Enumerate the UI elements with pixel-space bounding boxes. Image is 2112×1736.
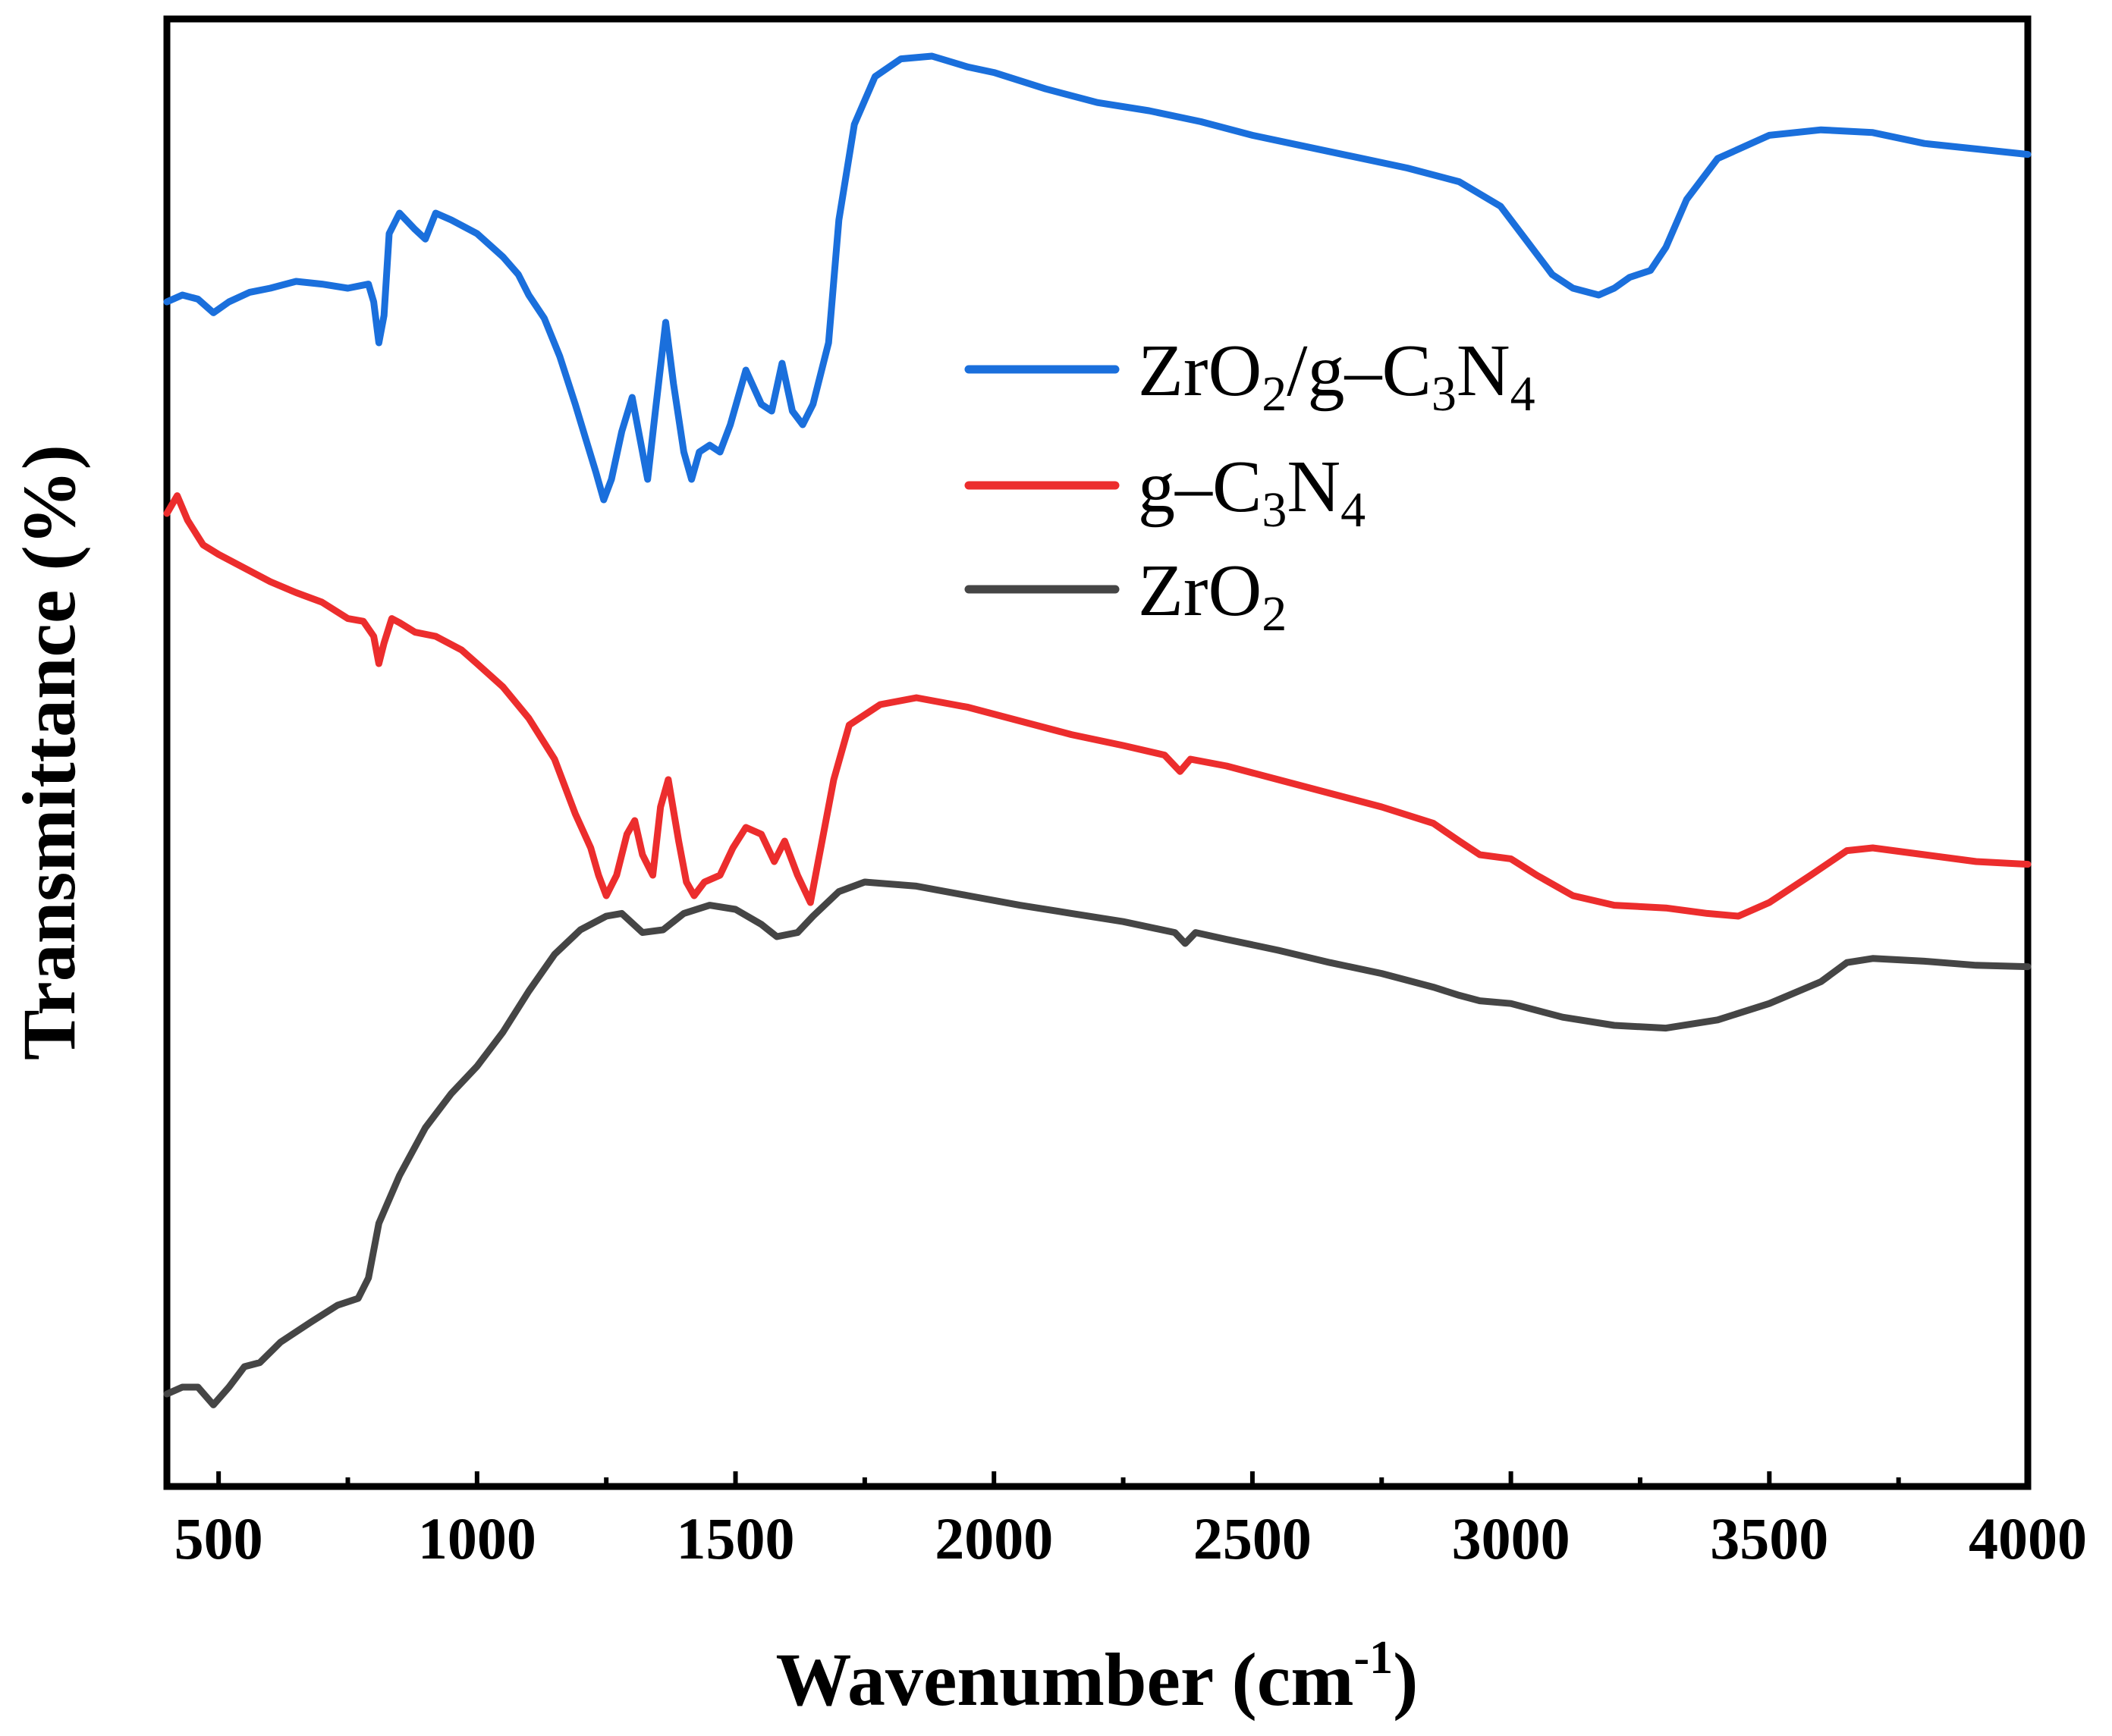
x-tick-label: 500	[174, 1505, 263, 1571]
x-tick-label: 1500	[677, 1505, 795, 1571]
y-axis-title: Transmittance (%)	[7, 444, 91, 1060]
x-tick-label: 3000	[1452, 1505, 1570, 1571]
x-axis-title-superscript: -1	[1354, 1632, 1394, 1684]
x-tick-label: 2500	[1193, 1505, 1312, 1571]
x-tick-label: 1000	[418, 1505, 536, 1571]
series-line-2	[163, 878, 2032, 1408]
series-line-1	[163, 492, 2032, 920]
series-line-0	[163, 52, 2032, 504]
plot-frame	[163, 15, 2032, 1490]
x-tick-label: 3500	[1710, 1505, 1828, 1571]
legend-label-0: ZrO2/g–C3N4	[1138, 330, 1535, 422]
x-axis-title: Wavenumber (cm-1)	[776, 1632, 1419, 1722]
plot-area-border	[163, 15, 2032, 1490]
legend-label-2: ZrO2	[1138, 550, 1287, 642]
x-axis: 500 1000 1500 2000 2500 3000 3500 4000	[174, 1471, 2087, 1571]
legend-label-1: g–C3N4	[1138, 446, 1366, 538]
x-tick-label: 4000	[1969, 1505, 2087, 1571]
x-tick-label: 2000	[935, 1505, 1053, 1571]
series-layer	[163, 52, 2032, 1408]
legend: ZrO2/g–C3N4 g–C3N4 ZrO2	[964, 330, 1535, 642]
